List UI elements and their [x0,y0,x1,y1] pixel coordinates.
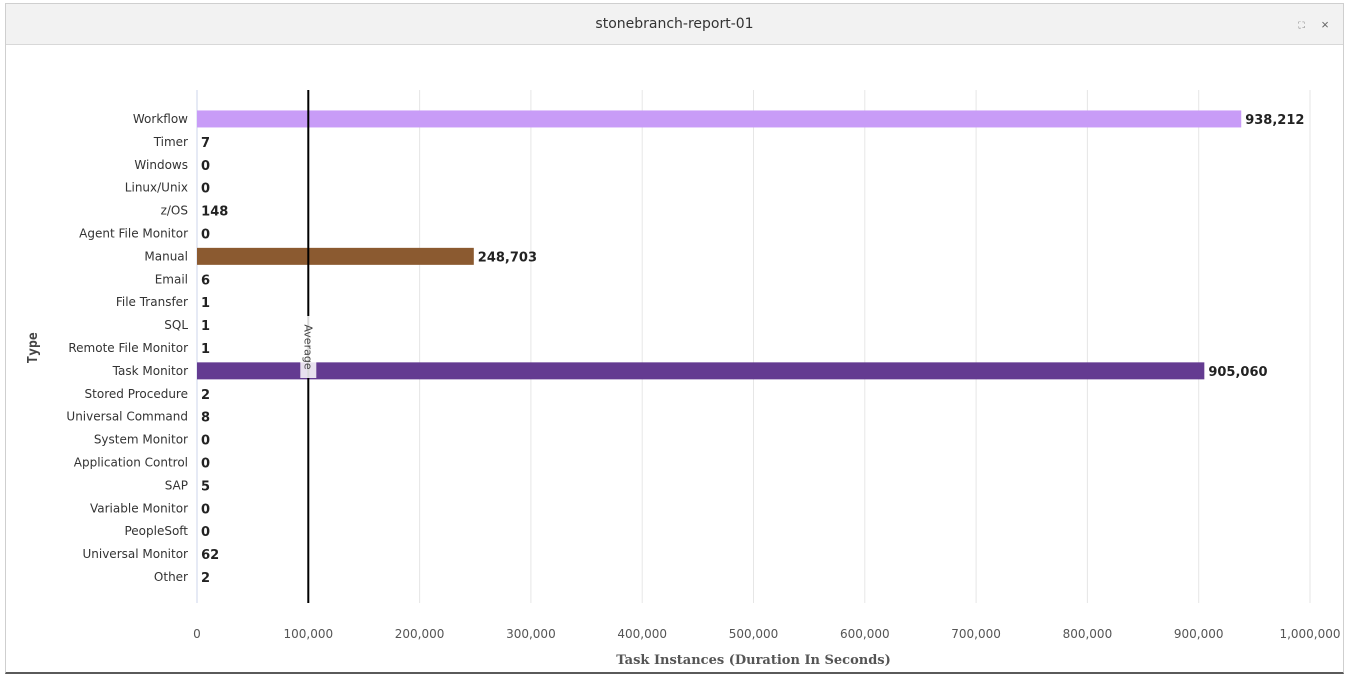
data-label: 938,212 [1245,113,1304,128]
category-label: Universal Monitor [82,547,188,561]
category-label: SAP [165,478,188,492]
category-label: Stored Procedure [85,387,188,401]
data-label: 905,060 [1208,365,1267,380]
average-label: Average [301,324,314,369]
category-label: Other [154,570,188,584]
category-label: File Transfer [116,295,188,309]
category-label: Variable Monitor [90,501,188,515]
data-label: 1 [201,296,210,311]
category-label: Universal Command [66,410,188,424]
category-label: System Monitor [94,433,188,447]
data-label: 7 [201,136,210,151]
x-axis-title: Task Instances (Duration In Seconds) [616,653,891,668]
category-label: Application Control [74,455,188,469]
x-tick-label: 100,000 [283,627,333,641]
category-label: Agent File Monitor [79,226,188,240]
close-icon[interactable]: × [1321,17,1329,32]
category-label: SQL [164,318,188,332]
category-label: Workflow [133,112,188,126]
data-label: 0 [201,227,210,242]
category-label: Windows [134,158,188,172]
x-tick-label: 200,000 [395,627,445,641]
x-tick-label: 1,000,000 [1279,627,1340,641]
data-label: 6 [201,273,210,288]
average-label-bg [300,316,317,378]
data-label: 1 [201,342,210,357]
x-tick-label: 800,000 [1063,627,1113,641]
data-label: 0 [201,456,210,471]
x-tick-label: 400,000 [617,627,667,641]
bar [197,110,1242,128]
data-label: 1 [201,319,210,334]
category-label: Timer [153,135,188,149]
x-tick-label: 700,000 [951,627,1001,641]
data-label: 148 [201,205,228,220]
data-label: 2 [201,571,210,586]
x-tick-label: 0 [193,627,201,641]
data-label: 0 [201,182,210,197]
data-label: 2 [201,388,210,403]
data-label: 248,703 [478,250,537,265]
data-label: 62 [201,548,219,563]
y-axis-title: Type [26,332,41,363]
title-bar: stonebranch-report-01 ⛶ × [6,4,1343,45]
data-label: 0 [201,159,210,174]
category-label: Remote File Monitor [68,341,188,355]
x-tick-label: 500,000 [729,627,779,641]
category-label: Email [155,272,188,286]
data-label: 0 [201,525,210,540]
data-label: 0 [201,434,210,449]
category-label: Manual [144,249,188,263]
category-label: Linux/Unix [125,181,188,195]
window-title: stonebranch-report-01 [595,16,754,32]
data-label: 8 [201,411,210,426]
bar [197,247,474,265]
x-tick-label: 900,000 [1174,627,1224,641]
expand-icon[interactable]: ⛶ [1298,20,1304,30]
category-label: Task Monitor [112,364,188,378]
data-label: 5 [201,479,210,494]
x-tick-label: 300,000 [506,627,556,641]
bar [197,362,1205,380]
data-label: 0 [201,502,210,517]
category-label: z/OS [161,204,188,218]
category-label: PeopleSoft [124,524,188,538]
x-tick-label: 600,000 [840,627,890,641]
